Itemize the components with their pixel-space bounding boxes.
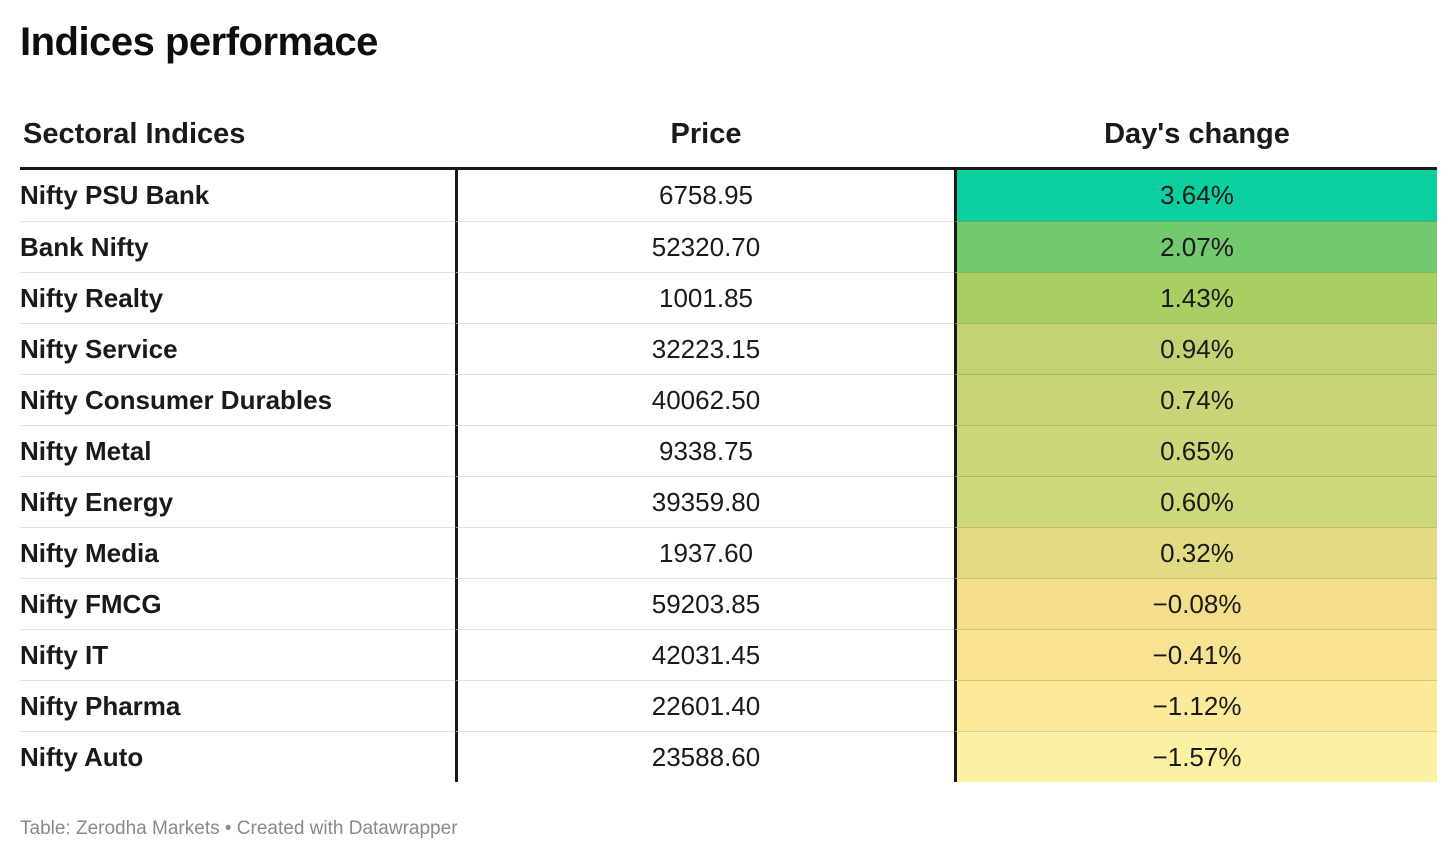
index-name-cell: Nifty Pharma [20, 680, 455, 731]
table-row: Bank Nifty 52320.70 2.07% [20, 221, 1437, 272]
price-cell: 59203.85 [455, 578, 954, 629]
column-header-sectoral-indices: Sectoral Indices [23, 118, 246, 150]
price-cell: 40062.50 [455, 374, 954, 425]
column-header-price: Price [670, 118, 742, 150]
index-name-cell: Nifty Metal [20, 425, 455, 476]
table-row: Nifty PSU Bank 6758.95 3.64% [20, 170, 1437, 221]
table-row: Nifty Media 1937.60 0.32% [20, 527, 1437, 578]
column-header-days-change: Day's change [1104, 118, 1290, 150]
table-header-row: Sectoral Indices Price Day's change [20, 118, 1437, 170]
page-title: Indices performace [20, 20, 378, 64]
table-row: Nifty IT 42031.45 −0.41% [20, 629, 1437, 680]
change-cell: 0.74% [954, 374, 1437, 425]
indices-table: Sectoral Indices Price Day's change Nift… [20, 118, 1437, 782]
change-cell: −1.57% [954, 731, 1437, 782]
price-cell: 1937.60 [455, 527, 954, 578]
index-name-cell: Nifty PSU Bank [20, 180, 210, 210]
table-row: Nifty Energy 39359.80 0.60% [20, 476, 1437, 527]
price-cell: 52320.70 [455, 221, 954, 272]
index-name-cell: Nifty FMCG [20, 578, 455, 629]
table-row: Nifty Pharma 22601.40 −1.12% [20, 680, 1437, 731]
table-row: Nifty Service 32223.15 0.94% [20, 323, 1437, 374]
table-row: Nifty FMCG 59203.85 −0.08% [20, 578, 1437, 629]
change-cell: 0.65% [954, 425, 1437, 476]
change-cell: −0.41% [954, 629, 1437, 680]
index-name-cell: Nifty IT [20, 629, 455, 680]
index-name-cell: Bank Nifty [20, 221, 455, 272]
index-name-cell: Nifty Energy [20, 476, 455, 527]
index-name-cell: Nifty Realty [20, 272, 455, 323]
change-cell: 0.94% [954, 323, 1437, 374]
index-name-cell: Nifty Service [20, 323, 455, 374]
change-cell: −0.08% [954, 578, 1437, 629]
price-cell: 23588.60 [455, 731, 954, 782]
index-name-cell: Nifty Consumer Durables [20, 374, 455, 425]
change-cell: 2.07% [954, 221, 1437, 272]
price-cell: 9338.75 [455, 425, 954, 476]
index-name-cell: Nifty Media [20, 527, 455, 578]
table-body: Nifty PSU Bank 6758.95 3.64% Bank Nifty … [20, 170, 1437, 782]
price-cell: 42031.45 [455, 629, 954, 680]
index-name-cell: Nifty Auto [20, 731, 455, 782]
change-cell: 3.64% [954, 170, 1437, 221]
table-row: Nifty Realty 1001.85 1.43% [20, 272, 1437, 323]
change-cell: 0.32% [954, 527, 1437, 578]
price-cell: 39359.80 [455, 476, 954, 527]
price-cell: 32223.15 [455, 323, 954, 374]
table-row: Nifty Consumer Durables 40062.50 0.74% [20, 374, 1437, 425]
table-row: Nifty Metal 9338.75 0.65% [20, 425, 1437, 476]
footer-attribution: Table: Zerodha Markets • Created with Da… [20, 818, 458, 839]
price-cell: 22601.40 [455, 680, 954, 731]
price-cell: 1001.85 [455, 272, 954, 323]
change-cell: 0.60% [954, 476, 1437, 527]
table-row: Nifty Auto 23588.60 −1.57% [20, 731, 1437, 782]
table-card: Indices performace Sectoral Indices Pric… [20, 0, 1437, 840]
change-cell: 1.43% [954, 272, 1437, 323]
price-cell: 6758.95 [455, 170, 954, 221]
change-cell: −1.12% [954, 680, 1437, 731]
